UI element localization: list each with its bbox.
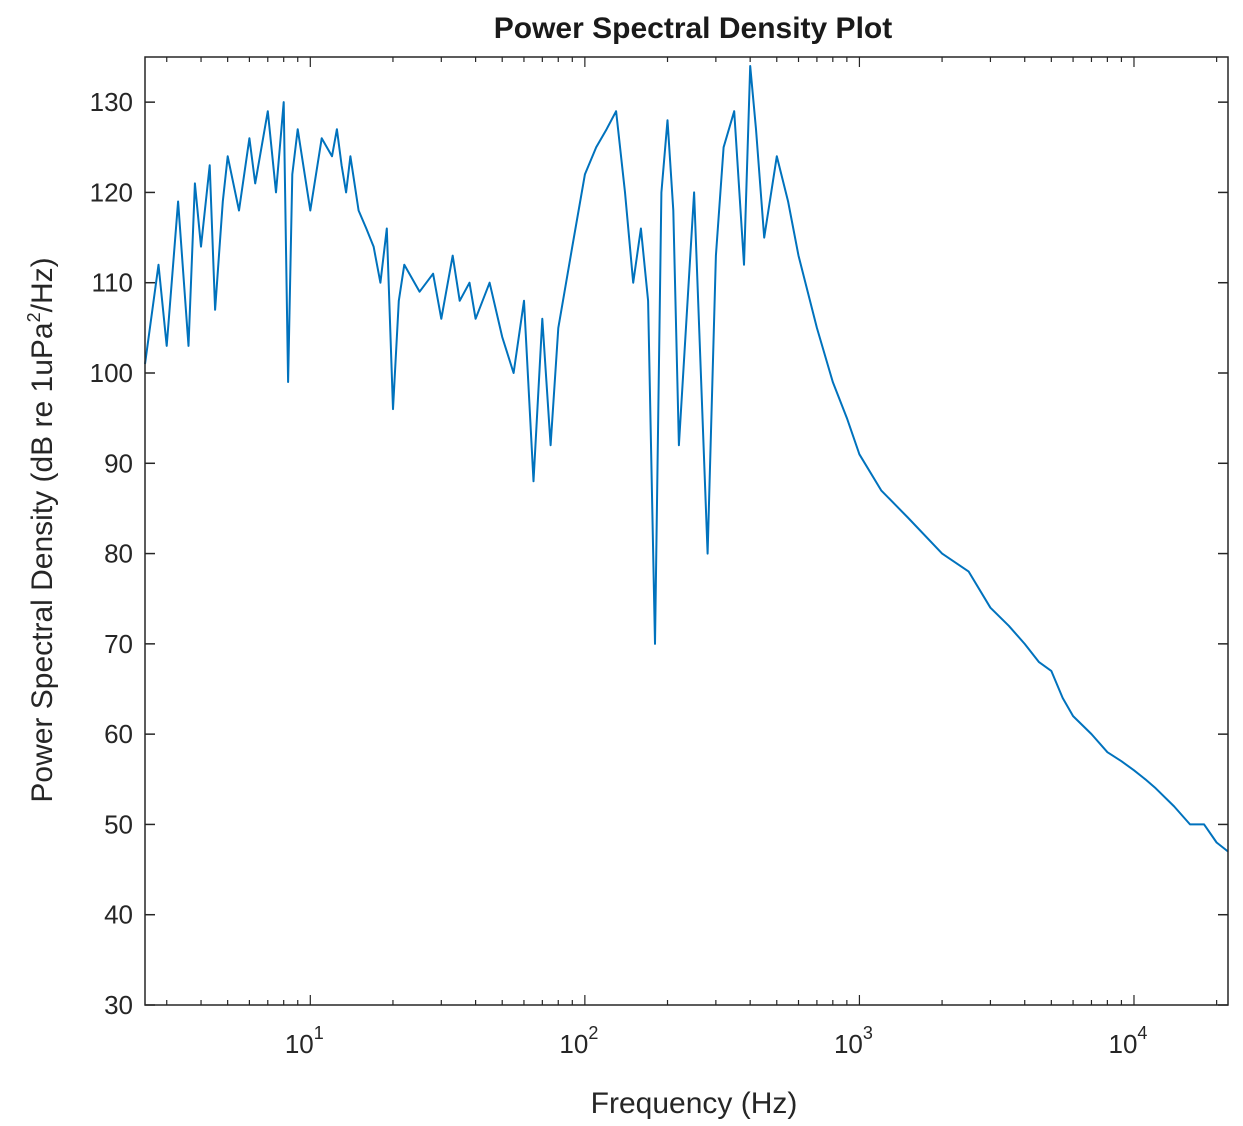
x-tick-label: 103: [834, 1023, 873, 1059]
y-tick-label: 70: [104, 629, 133, 659]
y-tick-label: 50: [104, 809, 133, 839]
x-axis-ticks: 101 102 103 104: [166, 57, 1218, 1059]
y-tick-label: 90: [104, 448, 133, 478]
y-axis-ticks: 30 40 50 60 70 80 90 100 110 120 130: [90, 87, 1228, 1020]
y-tick-label: 30: [104, 990, 133, 1020]
y-axis-label-prefix: Power Spectral Density (dB re 1uPa: [26, 322, 59, 803]
plot-background: [145, 57, 1228, 1005]
plot-frame: [144, 56, 1229, 1006]
y-axis-label-suffix: /Hz): [26, 257, 59, 312]
y-tick-label: 100: [90, 358, 133, 388]
y-tick-label: 120: [90, 177, 133, 207]
y-tick-label: 80: [104, 539, 133, 569]
y-axis-label-superscript: 2: [24, 312, 44, 322]
x-tick-label: 104: [1109, 1023, 1148, 1059]
psd-series-line: [144, 65, 1229, 853]
x-tick-label: 102: [559, 1023, 598, 1059]
chart-title: Power Spectral Density Plot: [494, 12, 892, 45]
y-tick-label: 40: [104, 900, 133, 930]
y-tick-label: 110: [92, 268, 133, 298]
x-tick-label: 101: [285, 1023, 324, 1059]
y-tick-label: 60: [104, 719, 133, 749]
series-layer: [144, 65, 1229, 853]
x-axis-label: Frequency (Hz): [591, 1087, 798, 1120]
y-axis-label: Power Spectral Density (dB re 1uPa2/Hz): [24, 257, 59, 802]
y-tick-label: 130: [90, 87, 133, 117]
